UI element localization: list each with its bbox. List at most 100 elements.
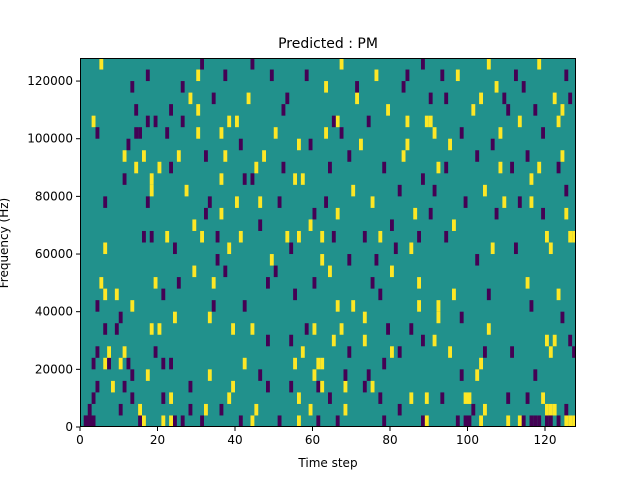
heatmap-cell [297, 392, 301, 404]
heatmap-cell [142, 150, 146, 162]
heatmap-cell [227, 392, 232, 404]
heatmap-cell [196, 104, 201, 116]
heatmap-cell [126, 357, 131, 370]
heatmap-cell [281, 161, 286, 174]
heatmap-cell [277, 196, 282, 208]
heatmap-cell [339, 58, 344, 70]
heatmap-cell [498, 127, 503, 139]
heatmap-cell [293, 173, 297, 185]
heatmap-cell [444, 230, 449, 243]
heatmap-cell [289, 380, 294, 393]
heatmap-cell [386, 104, 390, 116]
heatmap-cell [525, 150, 530, 162]
heatmap-cell [312, 323, 317, 335]
heatmap-cell [215, 230, 220, 243]
heatmap-cell [486, 323, 491, 335]
heatmap-cell [161, 392, 166, 404]
heatmap-cell [556, 288, 561, 301]
heatmap-cell [277, 415, 282, 427]
heatmap-cell [138, 127, 142, 139]
heatmap-cell [440, 69, 445, 82]
heatmap-cell [529, 173, 534, 185]
heatmap-cell [397, 184, 402, 197]
heatmap-cell [548, 346, 553, 358]
heatmap-cell [223, 150, 228, 162]
heatmap-cell [169, 161, 173, 174]
heatmap-cell [211, 277, 216, 289]
heatmap-cell [316, 380, 321, 393]
heatmap-cell [440, 392, 445, 404]
heatmap-cell [401, 81, 406, 93]
heatmap-cell [533, 415, 538, 427]
heatmap-cell [421, 334, 425, 347]
heatmap-cell [417, 300, 421, 312]
heatmap-cell [103, 357, 108, 370]
heatmap-cell [417, 230, 421, 243]
heatmap-cell [498, 161, 503, 174]
heatmap-cell [126, 138, 131, 151]
heatmap-cell [95, 300, 100, 312]
heatmap-cell [436, 300, 441, 312]
heatmap-cell [506, 415, 511, 427]
heatmap-cell [564, 69, 569, 82]
heatmap-cell [517, 196, 522, 208]
heatmap-cell [459, 311, 464, 324]
heatmap-cell [545, 230, 549, 243]
heatmap-cell [122, 346, 127, 358]
heatmap-cell [87, 403, 92, 416]
heatmap-cell [486, 288, 491, 301]
heatmap-cell [424, 115, 429, 128]
heatmap-cell [207, 196, 212, 208]
heatmap-cell [289, 242, 294, 255]
heatmap-cell [486, 58, 491, 70]
heatmap-cell [382, 415, 387, 427]
heatmap-cell [118, 357, 123, 370]
heatmap-cell [374, 69, 379, 82]
heatmap-cell [362, 334, 367, 347]
plot-area [80, 58, 576, 427]
heatmap-cell [328, 161, 332, 174]
heatmap-cell [556, 161, 561, 174]
heatmap-cell [95, 127, 100, 139]
heatmap-cell [153, 346, 158, 358]
heatmap-cell [564, 184, 569, 197]
heatmap-cell [347, 346, 352, 358]
heatmap-cell [142, 230, 146, 243]
heatmap-cell [176, 150, 181, 162]
heatmap-cell [122, 173, 127, 185]
heatmap-cell [378, 288, 383, 301]
heatmap-cell [409, 323, 414, 335]
x-tick-label: 0 [76, 433, 84, 447]
heatmap-cell [130, 392, 135, 404]
heatmap-cell [297, 415, 301, 427]
heatmap-cell [130, 300, 135, 312]
heatmap-cell [335, 300, 340, 312]
chart-title: Predicted : PM [278, 36, 378, 52]
heatmap-cell [180, 81, 185, 93]
heatmap-cell [114, 323, 119, 335]
heatmap-cell [134, 127, 139, 139]
heatmap-cell [548, 242, 553, 255]
heatmap-cell [483, 184, 487, 197]
heatmap-cell [173, 242, 177, 255]
heatmap-cell [312, 207, 317, 220]
heatmap-cell [413, 207, 418, 220]
heatmap-cell [250, 323, 255, 335]
heatmap-cell [184, 184, 189, 197]
heatmap-cell [428, 92, 433, 105]
heatmap-cell [169, 392, 173, 404]
heatmap-cell [362, 380, 367, 393]
heatmap-cell [300, 173, 305, 185]
heatmap-cell [343, 369, 348, 381]
heatmap-cell [459, 369, 464, 381]
heatmap-cell [432, 334, 437, 347]
heatmap-cell [308, 219, 313, 231]
heatmap-cell [382, 357, 387, 370]
heatmap-cell [525, 277, 530, 289]
heatmap-cell [211, 92, 216, 105]
heatmap-cell [548, 415, 553, 427]
x-tick-label: 100 [456, 433, 479, 447]
heatmap-cell [529, 196, 534, 208]
heatmap-cells [83, 58, 576, 427]
heatmap-cell [238, 415, 243, 427]
